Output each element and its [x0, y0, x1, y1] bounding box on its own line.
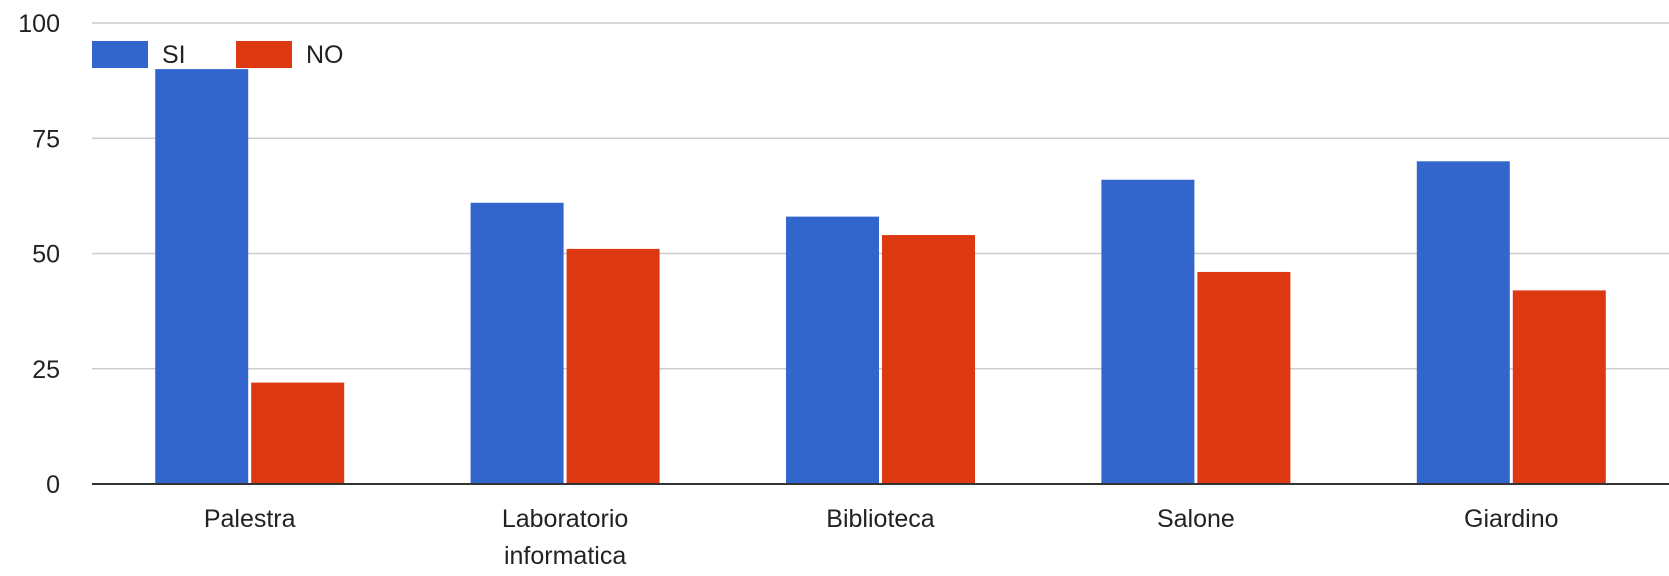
x-axis-labels: Palestra Laboratorio informatica Biblioteca…: [204, 505, 1559, 570]
bar-si-5[interactable]: [1416, 161, 1510, 485]
legend[interactable]: SI NO: [92, 41, 344, 69]
bar-no-4[interactable]: [1197, 271, 1291, 484]
bar-si-1[interactable]: [155, 69, 249, 484]
x-tick-label: Palestra: [204, 505, 296, 533]
gridlines: [92, 22, 1669, 370]
bar-si-4[interactable]: [1101, 179, 1195, 485]
x-tick-label: Salone: [1157, 505, 1235, 533]
x-tick-label: Giardino: [1464, 505, 1559, 533]
bar-si-3[interactable]: [786, 216, 879, 484]
legend-item-no[interactable]: NO: [236, 41, 344, 69]
bar-no-1[interactable]: [251, 382, 345, 484]
y-tick-label: 50: [32, 241, 60, 269]
legend-item-si[interactable]: SI: [92, 41, 186, 69]
y-tick-label: 25: [32, 356, 60, 384]
bars: [155, 69, 1606, 485]
x-tick-label: informatica: [504, 542, 626, 570]
legend-label: NO: [306, 41, 344, 69]
x-tick-label: Laboratorio: [502, 505, 628, 533]
y-axis-ticks: 0 25 50 75 100: [18, 10, 60, 499]
bar-no-2[interactable]: [566, 248, 660, 484]
x-tick-label: Biblioteca: [826, 505, 934, 533]
legend-swatch: [92, 41, 148, 68]
y-tick-label: 75: [32, 125, 60, 153]
y-tick-label: 100: [18, 10, 60, 38]
y-tick-label: 0: [46, 471, 60, 499]
bar-no-3[interactable]: [882, 235, 975, 484]
bar-no-5[interactable]: [1512, 290, 1606, 484]
legend-swatch: [236, 41, 292, 68]
bar-si-2[interactable]: [470, 202, 564, 485]
legend-label: SI: [162, 41, 186, 69]
